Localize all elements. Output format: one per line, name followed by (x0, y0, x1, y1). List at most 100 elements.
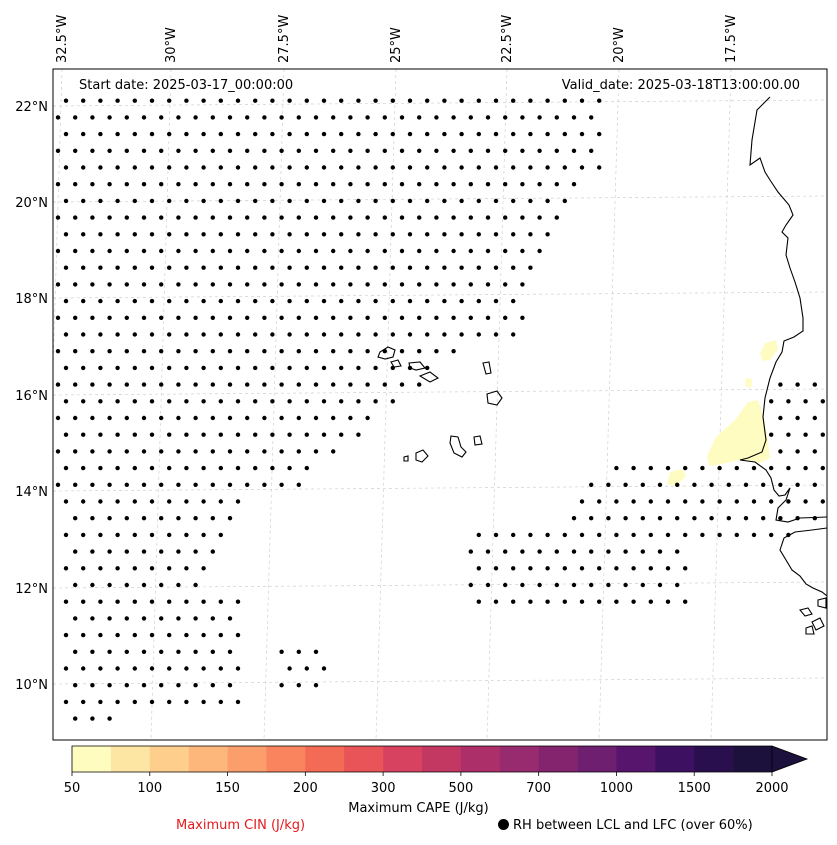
rh-dot (339, 365, 344, 371)
rh-dot (167, 566, 172, 571)
rh-dot (253, 332, 258, 337)
valid-date-label: Valid_date: 2025-03-18T13:00:00.00 (561, 78, 800, 93)
rh-dot (648, 532, 653, 538)
rh-dot (73, 282, 78, 287)
rh-dot (675, 582, 680, 588)
rh-dot (279, 415, 284, 421)
rh-dot (287, 232, 292, 237)
rh-dot (227, 182, 233, 187)
rh-dot (287, 432, 292, 437)
rh-dot (115, 432, 120, 437)
rh-dot (296, 349, 301, 354)
rh-dot (107, 449, 112, 454)
rh-dot (149, 232, 155, 237)
rh-dot (571, 516, 577, 521)
rh-dot (210, 248, 215, 254)
rh-dot (98, 298, 103, 304)
latitude-label: 18°N (15, 292, 48, 307)
rh-dot (262, 382, 267, 387)
rh-dot (107, 549, 112, 554)
rh-dot (55, 148, 61, 153)
rh-dot (296, 248, 301, 254)
rh-dot (511, 332, 516, 337)
rh-dot (803, 465, 808, 471)
rh-dot (304, 165, 309, 170)
rh-dot (657, 549, 663, 554)
cape-fill-area (667, 340, 778, 486)
rh-dot (373, 265, 378, 270)
colorbar-segment (733, 746, 773, 772)
rh-dot (390, 365, 395, 371)
rh-dot (235, 465, 241, 471)
rh-dot (493, 165, 499, 170)
rh-dot (640, 549, 645, 554)
rh-dot (149, 666, 155, 671)
rh-dot (81, 599, 86, 604)
rh-dot (356, 198, 361, 204)
rh-dot (115, 465, 120, 471)
rh-dot (245, 115, 250, 120)
rh-dot (245, 248, 250, 254)
rh-dot (476, 165, 481, 170)
rh-dot (124, 616, 129, 621)
rh-dot (348, 182, 353, 187)
rh-dot (528, 599, 533, 604)
rh-dot (63, 298, 69, 304)
rh-dot (373, 232, 378, 237)
rh-dot (451, 148, 456, 153)
cape-patch-north (760, 340, 778, 361)
rh-dot (382, 182, 387, 187)
rh-dot (63, 365, 69, 371)
parallel-line (53, 291, 827, 299)
rh-dot (778, 449, 783, 454)
rh-dot (339, 332, 344, 337)
rh-dot (562, 165, 567, 170)
rh-dot (227, 148, 233, 153)
colorbar-segment (72, 746, 112, 772)
rh-dot (417, 349, 422, 354)
rh-dot (167, 98, 172, 103)
rh-dot (648, 465, 653, 471)
rh-dot (503, 248, 508, 254)
rh-dot (98, 365, 103, 371)
rh-dot (184, 632, 189, 638)
rh-dot (218, 666, 223, 671)
rh-dot (425, 365, 430, 371)
rh-dot (55, 415, 61, 421)
rh-dot (201, 265, 206, 270)
rh-dot (820, 465, 825, 471)
rh-dot (407, 332, 413, 337)
rh-dot (451, 182, 456, 187)
rh-dot (90, 482, 95, 487)
rh-dot (201, 566, 206, 571)
rh-dot (503, 582, 508, 588)
rh-dot (227, 382, 233, 387)
rh-dot (55, 182, 61, 187)
rh-dot (442, 265, 447, 270)
rh-dot (141, 582, 147, 588)
rh-dot (373, 198, 378, 204)
rh-dot (545, 532, 550, 538)
rh-dot (614, 532, 619, 538)
rh-dot (55, 315, 61, 320)
rh-dot (520, 248, 525, 254)
rh-dot (296, 215, 301, 220)
rh-dot (597, 532, 602, 538)
rh-dot (476, 265, 481, 270)
rh-dot (407, 198, 413, 204)
rh-dot (235, 632, 241, 638)
rh-dot (313, 683, 319, 688)
rh-dot (520, 115, 525, 120)
rh-dot (141, 683, 147, 688)
rh-dot (73, 415, 78, 421)
rh-dot (124, 148, 129, 153)
rh-dot (149, 499, 155, 504)
rh-dot (193, 683, 198, 688)
rh-dot (631, 465, 636, 471)
rh-dot (184, 599, 189, 604)
rh-dot (210, 616, 215, 621)
rh-dot (331, 415, 336, 421)
rh-dot (579, 131, 585, 137)
rh-dot (253, 465, 258, 471)
rh-dot (115, 632, 120, 638)
